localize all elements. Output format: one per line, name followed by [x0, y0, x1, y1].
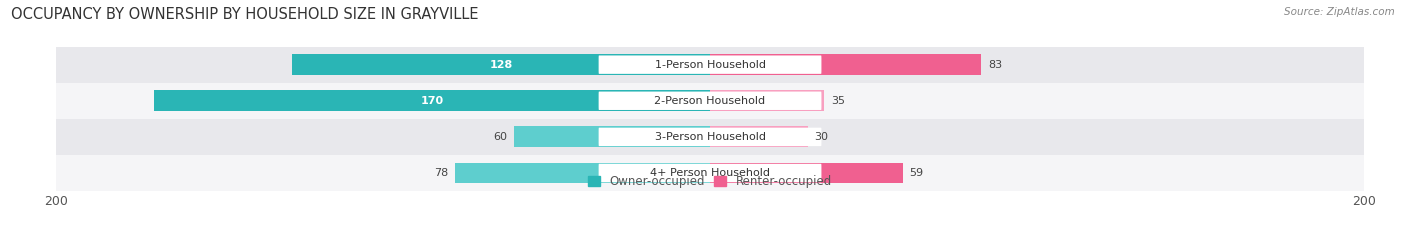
Bar	[56, 155, 1364, 191]
Text: 2-Person Household: 2-Person Household	[654, 96, 766, 106]
Text: 78: 78	[434, 168, 449, 178]
Text: Source: ZipAtlas.com: Source: ZipAtlas.com	[1284, 7, 1395, 17]
FancyBboxPatch shape	[599, 55, 821, 74]
Text: 128: 128	[489, 60, 512, 70]
Bar	[515, 127, 710, 147]
Bar	[155, 90, 710, 111]
Text: 4+ Person Household: 4+ Person Household	[650, 168, 770, 178]
Bar	[291, 54, 710, 75]
FancyBboxPatch shape	[599, 164, 821, 182]
Bar	[56, 83, 1364, 119]
Bar	[710, 54, 981, 75]
Legend: Owner-occupied, Renter-occupied: Owner-occupied, Renter-occupied	[588, 175, 832, 188]
Text: 170: 170	[420, 96, 444, 106]
Text: 30: 30	[814, 132, 828, 142]
FancyBboxPatch shape	[599, 92, 821, 110]
Text: 59: 59	[910, 168, 924, 178]
Bar	[710, 163, 903, 183]
Text: 60: 60	[494, 132, 508, 142]
Bar	[710, 90, 824, 111]
Text: 83: 83	[988, 60, 1002, 70]
Bar	[456, 163, 710, 183]
Text: OCCUPANCY BY OWNERSHIP BY HOUSEHOLD SIZE IN GRAYVILLE: OCCUPANCY BY OWNERSHIP BY HOUSEHOLD SIZE…	[11, 7, 479, 22]
FancyBboxPatch shape	[599, 128, 821, 146]
Bar	[710, 127, 808, 147]
Text: 3-Person Household: 3-Person Household	[655, 132, 765, 142]
Bar	[56, 119, 1364, 155]
Text: 35: 35	[831, 96, 845, 106]
Text: 1-Person Household: 1-Person Household	[655, 60, 765, 70]
Bar	[56, 47, 1364, 83]
